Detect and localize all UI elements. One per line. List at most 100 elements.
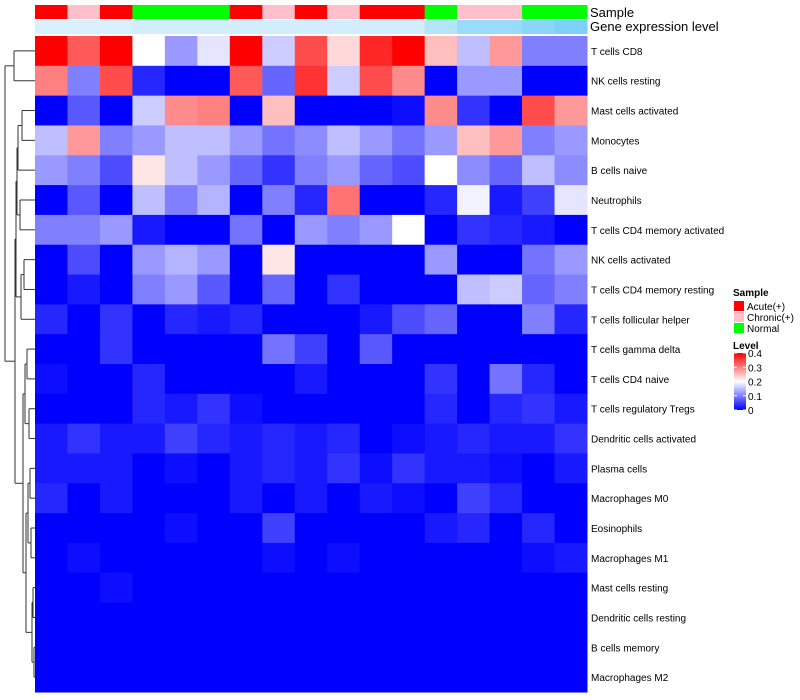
heatmap-cell [489,125,523,156]
heatmap-cell [67,65,101,97]
heatmap-cell [489,364,523,395]
heatmap-cell [197,334,231,365]
heatmap-cell [489,304,523,335]
heatmap-cell [359,513,393,544]
heatmap-cell [294,423,328,454]
sample-annotation-cell [522,5,556,19]
heatmap-cell [489,65,523,97]
sample-annotation-cell [229,5,263,19]
heatmap-cell [294,36,328,67]
heatmap-cell [67,274,101,305]
row-label: Macrophages M0 [591,494,669,505]
heatmap-cell [132,155,166,186]
heatmap-cell [197,304,231,335]
heatmap-cell [99,334,133,365]
heatmap-cell [35,483,68,514]
heatmap-cell [392,185,426,216]
heatmap-cell [67,334,101,365]
heatmap-cell [327,334,361,365]
legend-sample-title: Sample [733,288,769,299]
heatmap-cell [132,483,166,514]
heatmap-cell [554,304,588,335]
heatmap-cell [359,572,393,604]
heatmap-cell [554,662,588,693]
heatmap-cell [99,602,133,633]
heatmap-cell [99,274,133,305]
heatmap-cell [457,274,491,305]
heatmap-cell [67,632,101,663]
heatmap-cell [457,304,491,335]
heatmap-cell [262,274,296,305]
heatmap-cell [554,274,588,305]
heatmap-cell [489,423,523,454]
heatmap-cell [327,155,361,186]
heatmap-cell [197,602,231,633]
heatmap-cell [132,453,166,484]
heatmap-cell [327,513,361,544]
row-label: NK cells activated [591,256,670,267]
heatmap-cell [294,453,328,484]
heatmap-cell [522,662,556,693]
heatmap-cell [392,334,426,365]
heatmap-cell [164,423,198,454]
heatmap-cell [132,274,166,305]
heatmap-cell [35,364,68,395]
heatmap-cell [99,364,133,395]
row-label: Dendritic cells activated [591,435,696,446]
heatmap-cell [197,423,231,454]
heatmap-cell [457,483,491,514]
heatmap-cell [294,155,328,186]
heatmap-cell [489,513,523,544]
heatmap-cell [229,95,263,126]
heatmap-cell [457,95,491,126]
heatmap-cell [327,95,361,126]
heatmap-cell [197,513,231,544]
heatmap-cell [359,483,393,514]
heatmap-cell [132,513,166,544]
heatmap-cell [35,423,68,454]
heatmap-cell [327,632,361,663]
sample-annotation-cell [99,5,133,19]
heatmap-cell [132,304,166,335]
legend-tick-label: 0 [748,406,754,417]
heatmap-cell [554,483,588,514]
row-label: T cells CD8 [591,47,643,58]
heatmap-cell [522,185,556,216]
heatmap-cell [554,602,588,633]
heatmap-cell [229,185,263,216]
heatmap-cell [132,244,166,276]
heatmap-cells [35,36,588,693]
heatmap-cell [522,423,556,454]
heatmap-cell [554,125,588,156]
heatmap-cell [522,274,556,305]
heatmap-cell [489,214,523,246]
heatmap-cell [99,453,133,484]
heatmap-cell [522,244,556,276]
heatmap-cell [132,364,166,395]
heatmap-cell [229,632,263,663]
heatmap-cell [424,602,458,633]
heatmap-cell [424,542,458,574]
row-label: B cells naive [591,166,648,177]
heatmap-cell [262,423,296,454]
heatmap-cell [35,542,68,574]
heatmap-cell [392,95,426,126]
heatmap-cell [197,453,231,484]
heatmap-cell [229,214,263,246]
heatmap-cell [164,274,198,305]
heatmap-cell [35,304,68,335]
heatmap-cell [554,542,588,574]
row-label: Eosinophils [591,524,642,535]
row-label: T cells CD4 memory resting [591,285,714,296]
heatmap-cell [457,155,491,186]
heatmap-cell [489,95,523,126]
legend-swatch [734,301,744,311]
heatmap-cell [262,453,296,484]
heatmap-cell [457,393,491,425]
heatmap-cell [489,453,523,484]
heatmap-cell [164,304,198,335]
heatmap-cell [294,662,328,693]
row-label: T cells regulatory Tregs [591,405,695,416]
heatmap-cell [67,513,101,544]
heatmap-cell [262,65,296,97]
